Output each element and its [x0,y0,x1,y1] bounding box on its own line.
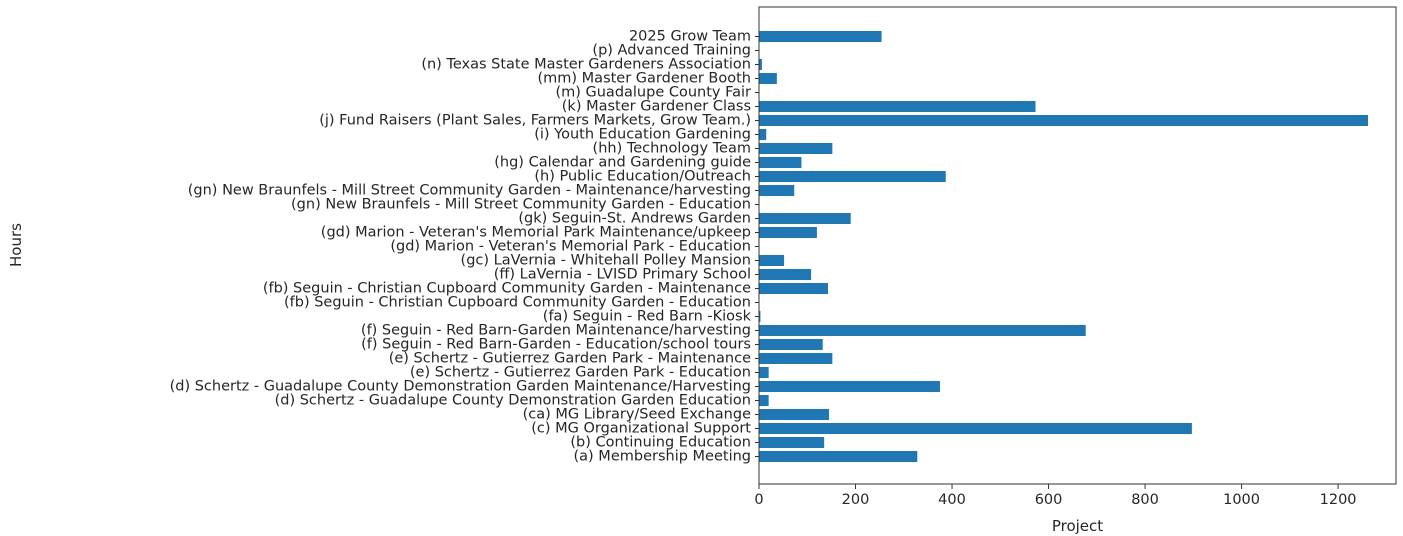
y-tick-label: (fb) Seguin - Christian Cupboard Communi… [284,295,751,311]
y-tick-label: (hg) Calendar and Gardening guide [494,155,751,171]
y-axis-label: Hours [7,223,25,267]
bar [759,101,1036,112]
bar [759,325,1086,336]
bar [759,171,946,182]
bar [759,423,1192,434]
bar [759,367,769,378]
y-tick-label: (d) Schertz - Guadalupe County Demonstra… [170,379,751,395]
y-tick-label: 2025 Grow Team [629,29,751,45]
y-tick-label: (fa) Seguin - Red Barn -Kiosk [543,309,752,325]
x-tick-label: 1000 [1223,492,1260,508]
x-tick-label: 0 [754,492,763,508]
x-tick-label: 800 [1131,492,1159,508]
bar [759,283,829,294]
y-tick-label: (f) Seguin - Red Barn-Garden Maintenance… [361,323,751,339]
x-tick-label: 1200 [1320,492,1357,508]
bar [759,73,777,84]
bar [759,213,851,224]
bar [759,395,769,406]
y-tick-label: (n) Texas State Master Gardeners Associa… [421,57,751,73]
y-tick-label: (k) Master Gardener Class [562,99,751,115]
y-tick-label: (mm) Master Gardener Booth [538,71,752,87]
y-tick-label: (gn) New Braunfels - Mill Street Communi… [291,197,751,213]
y-tick-label: (i) Youth Education Gardening [534,127,751,143]
y-tick-label: (d) Schertz - Guadalupe County Demonstra… [275,393,751,409]
bar [759,185,795,196]
y-tick-label: (f) Seguin - Red Barn-Garden - Education… [361,337,751,353]
y-tick-label: (m) Guadalupe County Fair [555,85,751,101]
y-tick-label: (j) Fund Raisers (Plant Sales, Farmers M… [319,113,751,129]
bar [759,339,823,350]
y-tick-label: (fb) Seguin - Christian Cupboard Communi… [263,281,751,297]
y-tick-label: (ca) MG Library/Seed Exchange [523,407,752,423]
y-tick-label: (b) Continuing Education [570,435,751,451]
y-tick-label: (gd) Marion - Veteran's Memorial Park Ma… [321,225,751,241]
y-tick-label: (h) Public Education/Outreach [534,169,751,185]
bar [759,311,761,322]
bar [759,381,940,392]
y-tick-label: (e) Schertz - Gutierrez Garden Park - Ma… [389,351,751,367]
x-tick-label: 400 [938,492,966,508]
x-axis-ticks: 0 200 400 600 800 1000 1200 [754,484,1357,508]
y-axis-ticks: (a) Membership Meeting(b) Continuing Edu… [170,29,759,465]
x-tick-label: 200 [842,492,870,508]
bar [759,437,825,448]
y-tick-label: (gk) Seguin-St. Andrews Garden [518,211,751,227]
bar [759,59,762,70]
y-tick-label: (ff) LaVernia - LVISD Primary School [494,267,751,283]
y-tick-label: (gn) New Braunfels - Mill Street Communi… [188,183,751,199]
bar [759,157,802,168]
bar [759,451,918,462]
bar [759,409,829,420]
y-tick-label: (a) Membership Meeting [574,449,752,465]
bar [759,129,767,140]
y-tick-label: (e) Schertz - Gutierrez Garden Park - Ed… [410,365,751,381]
bar [759,115,1369,126]
bar [759,227,817,238]
plot-frame [758,6,1397,485]
y-tick-label: (hh) Technology Team [593,141,751,157]
bar [759,31,882,42]
x-axis-label: Project [1052,517,1103,535]
y-tick-label: (c) MG Organizational Support [531,421,751,437]
bar [759,353,833,364]
bar [759,269,812,280]
y-tick-label: (gc) LaVernia - Whitehall Polley Mansion [461,253,751,269]
bar [759,143,833,154]
y-tick-label: (p) Advanced Training [592,43,751,59]
bar [759,255,785,266]
y-tick-label: (gd) Marion - Veteran's Memorial Park - … [390,239,751,255]
bars-group [759,31,1369,462]
x-tick-label: 600 [1035,492,1063,508]
